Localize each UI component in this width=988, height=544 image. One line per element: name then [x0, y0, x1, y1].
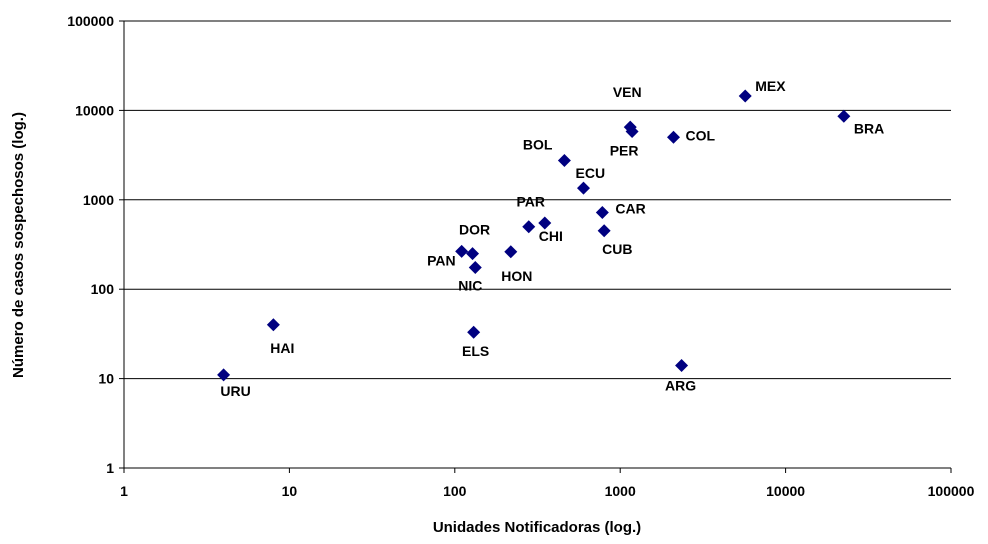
data-point — [538, 216, 552, 230]
y-axis-title: Número de casos sospechosos (log.) — [10, 112, 27, 378]
data-point — [625, 125, 639, 139]
tick-labels: 1 10 100 1000 10000 100000 1 10 100 1000 10000 1000… — [67, 13, 974, 499]
data-point — [522, 220, 536, 234]
data-label: PAN — [427, 252, 456, 268]
data-points — [217, 89, 851, 382]
data-label: VEN — [613, 84, 642, 100]
data-point — [504, 245, 518, 259]
y-tick-label: 100000 — [67, 13, 114, 29]
data-point — [468, 260, 482, 274]
x-tick-label: 10000 — [766, 483, 805, 499]
y-tick-label: 1000 — [83, 192, 114, 208]
x-tick-label: 100000 — [928, 483, 975, 499]
gridlines — [124, 20, 951, 380]
data-point — [597, 224, 611, 238]
data-label: PAR — [516, 194, 545, 210]
data-label: BOL — [523, 137, 553, 153]
data-point — [738, 89, 752, 103]
data-label: MEX — [755, 78, 786, 94]
data-label: CAR — [615, 201, 645, 217]
data-label: ECU — [576, 165, 606, 181]
x-tick-label: 10 — [282, 483, 298, 499]
x-tick-label: 100 — [443, 483, 467, 499]
data-point — [666, 130, 680, 144]
data-point — [266, 318, 280, 332]
data-label: CUB — [602, 241, 632, 257]
data-point — [837, 109, 851, 123]
data-label: PER — [610, 143, 639, 159]
data-label: URU — [220, 383, 250, 399]
data-point — [557, 154, 571, 168]
data-point — [217, 368, 231, 382]
data-label: COL — [685, 127, 715, 143]
data-point — [595, 206, 609, 220]
data-label: ELS — [462, 343, 489, 359]
data-label: CHI — [539, 228, 563, 244]
y-tick-label: 10 — [98, 371, 114, 387]
x-axis-title: Unidades Notificadoras (log.) — [433, 519, 641, 536]
data-point — [455, 244, 469, 258]
data-point — [467, 325, 481, 339]
data-label: DOR — [459, 222, 490, 238]
data-label: BRA — [854, 120, 884, 136]
data-point — [466, 247, 480, 261]
data-label: ARG — [665, 378, 696, 394]
data-label: HON — [501, 268, 532, 284]
data-point — [577, 181, 591, 195]
data-point — [675, 359, 689, 373]
data-label: HAI — [270, 340, 294, 356]
x-tick-label: 1 — [120, 483, 128, 499]
y-tick-label: 10000 — [75, 102, 114, 118]
x-tick-label: 1000 — [605, 483, 636, 499]
axes — [119, 20, 952, 473]
y-tick-label: 100 — [91, 281, 115, 297]
y-tick-label: 1 — [106, 460, 114, 476]
data-label: NIC — [458, 277, 482, 293]
